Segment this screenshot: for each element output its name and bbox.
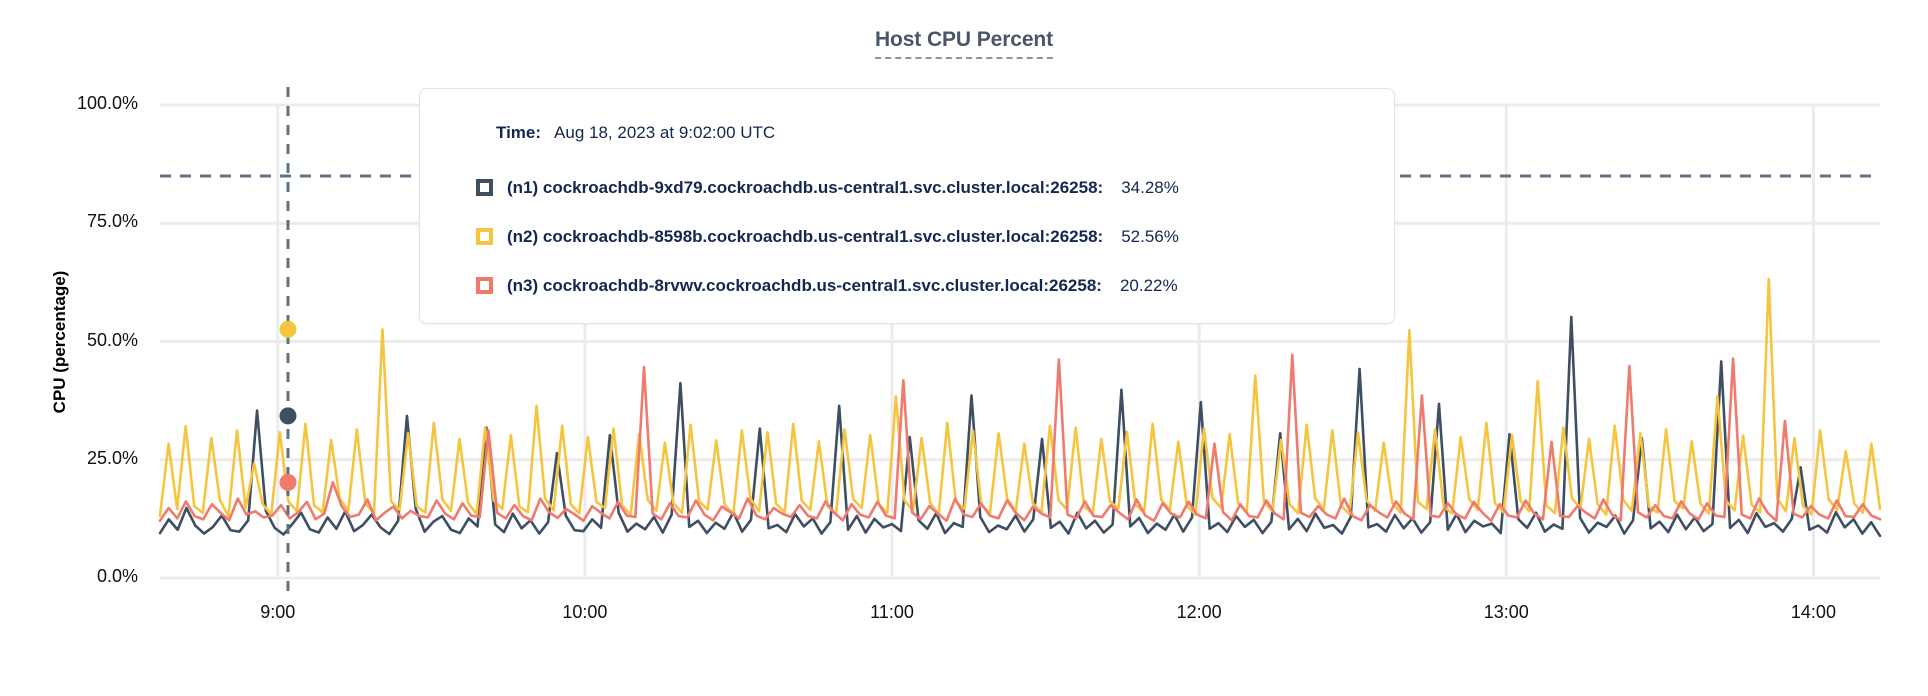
tooltip-series-value: 52.56% [1121, 226, 1179, 246]
tooltip-series-name: (n3) cockroachdb-8rvwv.cockroachdb.us-ce… [507, 275, 1097, 295]
x-axis-tick-label: 9:00 [260, 602, 296, 622]
y-axis-tick-label: 0.0% [96, 566, 138, 586]
legend-swatch-n3 [476, 277, 493, 294]
tooltip-series-value: 34.28% [1121, 177, 1179, 197]
legend-swatch-n1 [476, 179, 493, 196]
hover-tooltip: Time: Aug 18, 2023 at 9:02:00 UTC (n1) c… [419, 88, 1395, 324]
tooltip-series-name: (n2) cockroachdb-8598b.cockroachdb.us-ce… [507, 226, 1098, 246]
x-axis-tick-label: 10:00 [562, 602, 608, 622]
tooltip-time-row: Time: Aug 18, 2023 at 9:02:00 UTC [496, 123, 1368, 143]
tooltip-colon: : [1097, 177, 1104, 197]
y-axis-tick-label: 100.0% [76, 93, 138, 113]
y-axis-tick-label: 50.0% [86, 329, 138, 350]
tooltip-series-value: 20.22% [1119, 275, 1178, 295]
x-axis-tick-label: 11:00 [870, 602, 914, 622]
tooltip-colon: : [1097, 226, 1104, 246]
chart-title: Host CPU Percent [0, 28, 1928, 59]
y-axis-tick-label: 75.0% [86, 211, 138, 232]
x-axis-tick-label: 12:00 [1176, 602, 1222, 622]
tooltip-series-name: (n1) cockroachdb-9xd79.cockroachdb.us-ce… [507, 177, 1098, 197]
x-axis-tick-label: 14:00 [1790, 602, 1836, 622]
chart-title-text: Host CPU Percent [874, 28, 1053, 59]
tooltip-series-row: (n3) cockroachdb-8rvwv.cockroachdb.us-ce… [476, 261, 1368, 310]
tooltip-series-row: (n1) cockroachdb-9xd79.cockroachdb.us-ce… [476, 163, 1368, 212]
x-axis-tick-label: 13:00 [1483, 602, 1529, 622]
tooltip-colon: : [1096, 275, 1102, 295]
tooltip-series-row: (n2) cockroachdb-8598b.cockroachdb.us-ce… [476, 212, 1368, 261]
y-axis-tick-label: 25.0% [86, 447, 138, 468]
tooltip-time-label: Time: [496, 123, 542, 142]
tooltip-time-value: Aug 18, 2023 at 9:02:00 UTC [554, 123, 776, 142]
legend-swatch-n2 [476, 228, 493, 245]
